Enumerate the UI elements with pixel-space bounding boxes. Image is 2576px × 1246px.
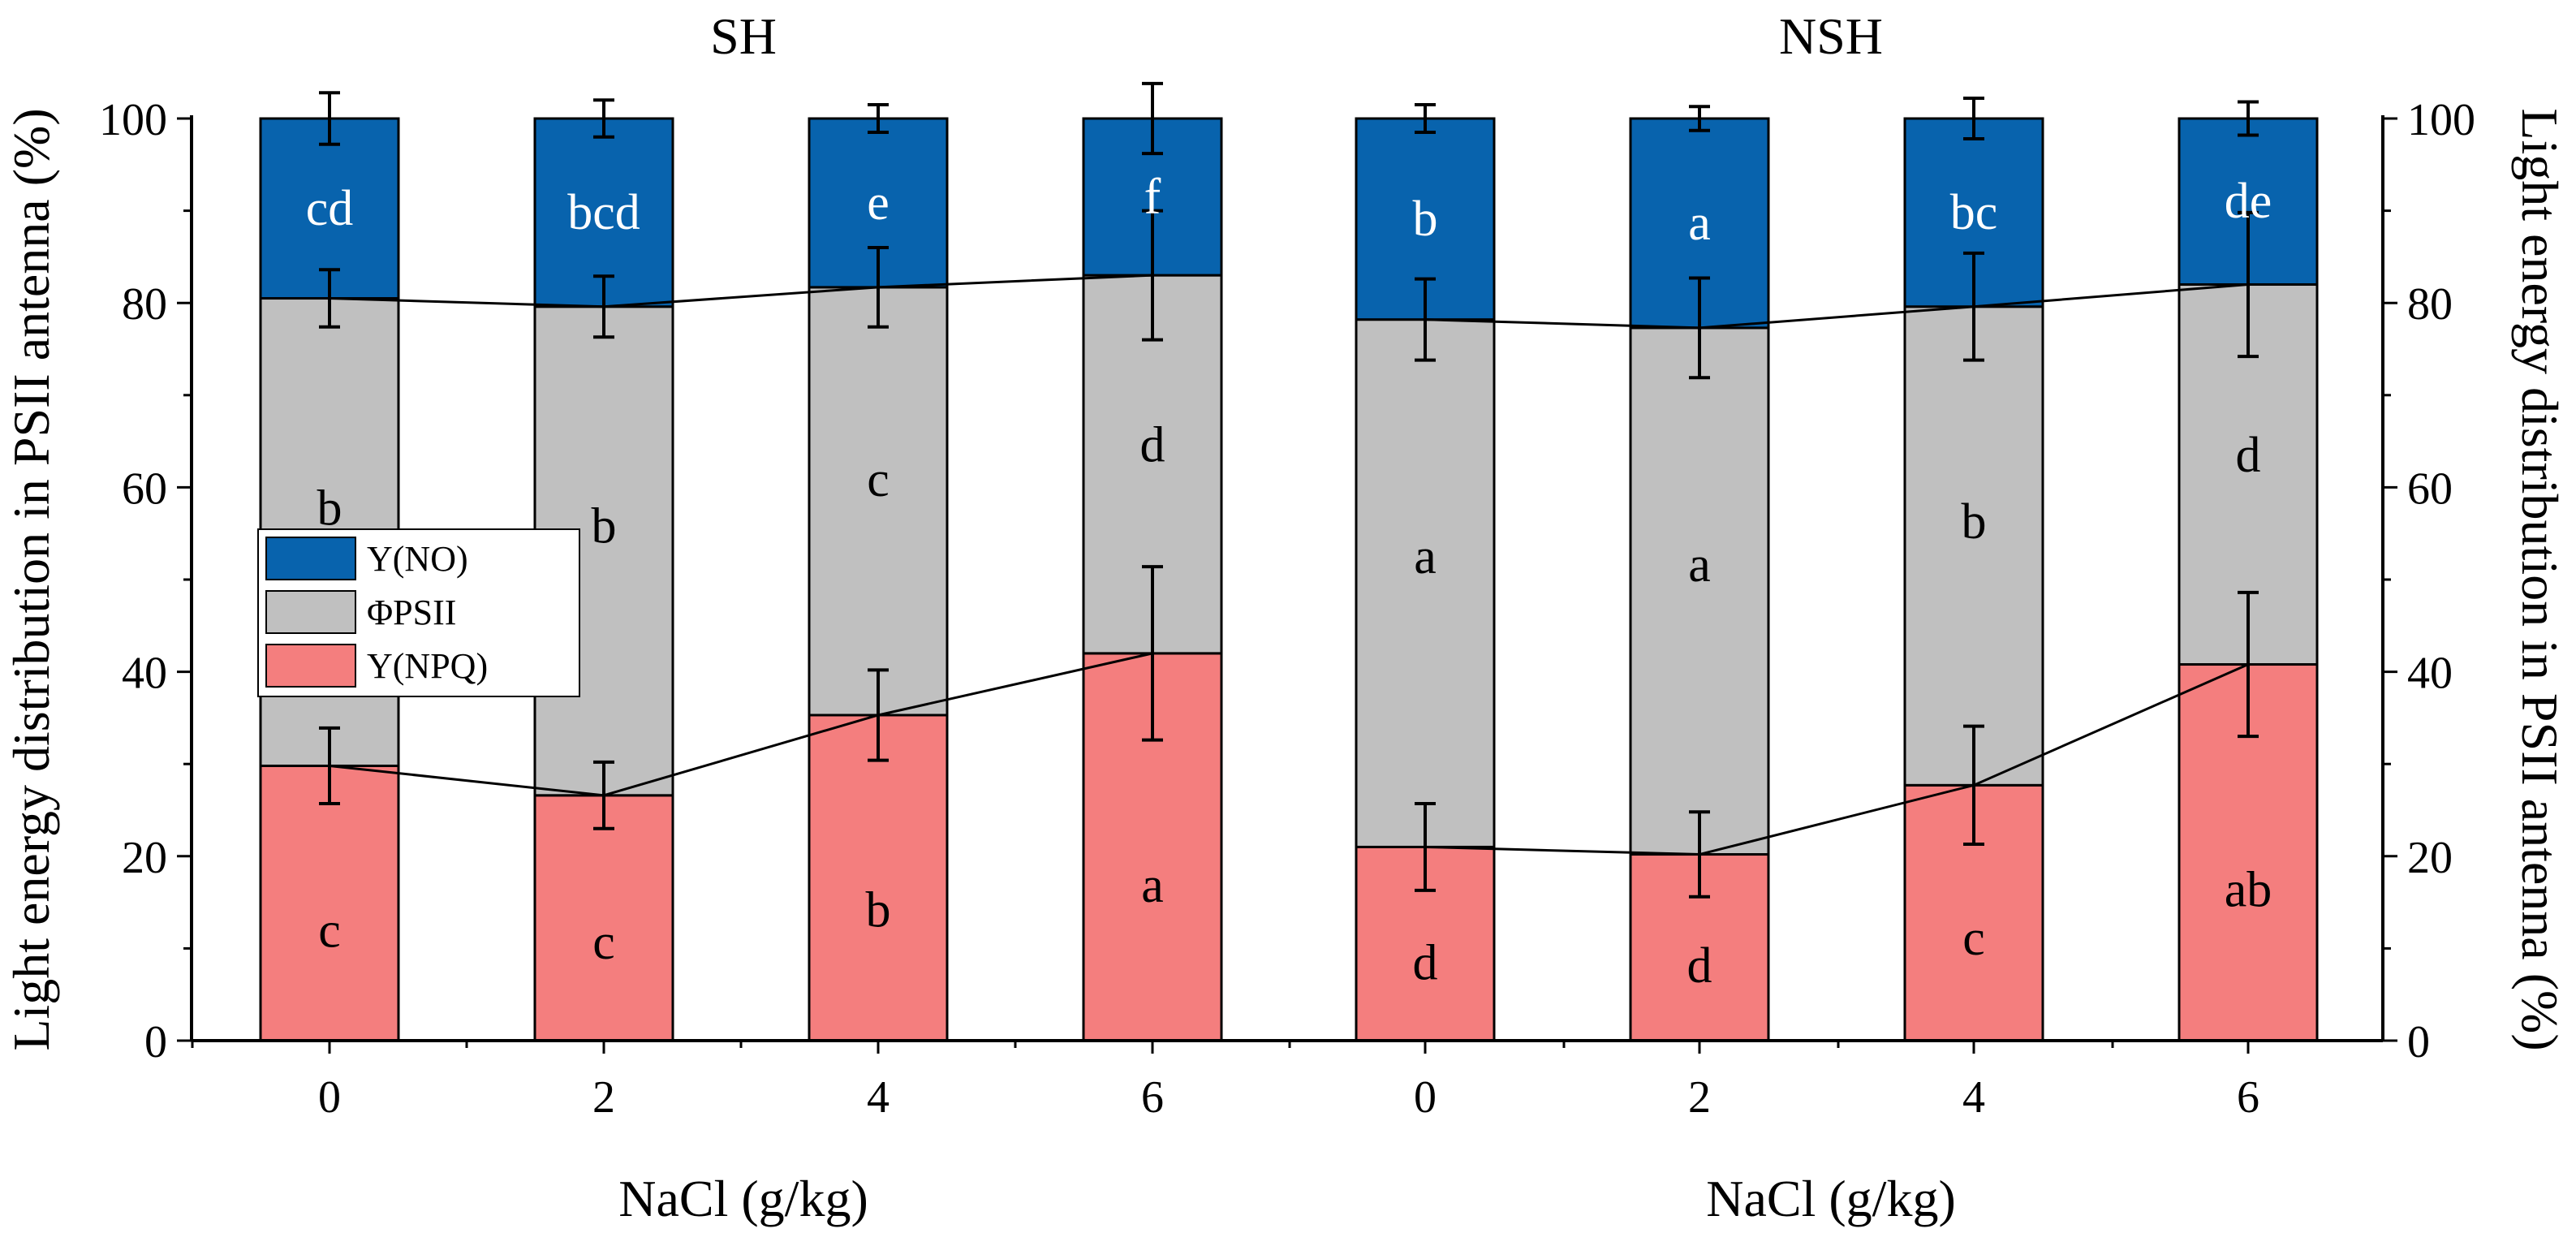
letter-y-npq-nsh-6: ab [2225, 863, 2272, 918]
connector-lines-layer [329, 274, 2249, 856]
left-y-tick-label-80: 80 [122, 279, 167, 330]
right-y-tick-label-100: 100 [2407, 95, 2475, 145]
letter-phi-psii-nsh-6: d [2236, 428, 2261, 483]
letter-y-no-sh-6: f [1144, 170, 1161, 225]
error-bar-phi-psii-nsh-4 [1963, 251, 1984, 362]
letter-y-npq-sh-2: c [592, 915, 615, 970]
error-bar-y-no-sh-0 [319, 91, 340, 146]
x-tick-label-sh-6: 6 [1141, 1072, 1164, 1123]
error-bar-y-npq-sh-4 [868, 668, 889, 762]
x-tick-label-nsh-6: 6 [2237, 1072, 2259, 1123]
error-bar-phi-psii-nsh-6 [2238, 210, 2259, 359]
x-axis-label-nsh: NaCl (g/kg) [1706, 1170, 1956, 1227]
error-bar-phi-psii-sh-2 [593, 274, 614, 339]
legend-label-y-npq: Y(NPQ) [367, 646, 488, 686]
letter-y-no-sh-2: bcd [567, 185, 640, 240]
error-bar-phi-psii-sh-4 [868, 246, 889, 329]
legend-swatch-y-no [265, 537, 356, 580]
letter-y-npq-nsh-4: c [1962, 911, 1985, 966]
letter-y-no-sh-4: e [867, 175, 890, 231]
error-bar-y-no-nsh-6 [2238, 100, 2259, 137]
left-y-tick-label-20: 20 [122, 833, 167, 883]
error-bars-layer [319, 81, 2259, 899]
bar-segment-phi-psii-nsh-2 [1629, 326, 1770, 856]
error-bar-y-npq-nsh-4 [1963, 724, 1984, 847]
error-bar-y-npq-nsh-6 [2238, 590, 2259, 739]
error-bar-phi-psii-sh-6 [1142, 209, 1163, 342]
right-y-tick-label-20: 20 [2407, 833, 2453, 883]
error-bar-y-no-sh-4 [868, 102, 889, 135]
right-y-axis-title: Light energy distribution in PSII antenn… [2511, 108, 2569, 1050]
letter-phi-psii-sh-6: d [1140, 418, 1165, 473]
left-y-tick-label-0: 0 [144, 1017, 167, 1067]
letter-y-npq-sh-4: b [866, 883, 891, 938]
letter-y-npq-sh-0: c [318, 903, 341, 959]
error-bar-y-no-sh-6 [1142, 81, 1163, 156]
x-tick-label-sh-0: 0 [318, 1072, 341, 1123]
error-bar-y-npq-sh-2 [593, 760, 614, 830]
error-bar-phi-psii-nsh-0 [1415, 277, 1436, 362]
x-tick-label-sh-4: 4 [867, 1072, 890, 1123]
letter-phi-psii-nsh-0: a [1414, 529, 1437, 584]
connector-line-phi-psii-nsh [1424, 282, 2249, 330]
bar-segment-phi-psii-nsh-4 [1903, 305, 2044, 787]
error-bar-y-npq-sh-0 [319, 726, 340, 806]
letter-y-no-nsh-6: de [2225, 174, 2272, 229]
bar-segment-y-npq-sh-2 [533, 794, 674, 1042]
bar-segment-y-npq-sh-0 [259, 764, 400, 1042]
error-bar-y-npq-nsh-0 [1415, 802, 1436, 892]
error-bar-phi-psii-sh-0 [319, 268, 340, 329]
error-bar-y-npq-nsh-2 [1689, 810, 1710, 899]
right-y-tick-label-80: 80 [2407, 279, 2453, 330]
letter-phi-psii-nsh-4: b [1962, 494, 1987, 550]
connector-line-y-npq-nsh [1424, 663, 2249, 856]
error-bar-y-no-nsh-2 [1689, 105, 1710, 132]
left-y-tick-label-40: 40 [122, 649, 167, 699]
legend-swatch-phi-psii [265, 590, 356, 634]
group-title-sh: SH [710, 7, 777, 65]
letter-y-npq-nsh-2: d [1687, 938, 1712, 994]
legend-label-y-no: Y(NO) [367, 539, 468, 579]
right-y-tick-label-40: 40 [2407, 649, 2453, 699]
x-tick-label-nsh-4: 4 [1962, 1072, 1985, 1123]
error-bar-y-no-nsh-0 [1415, 102, 1436, 135]
x-tick-label-nsh-0: 0 [1414, 1072, 1437, 1123]
letter-phi-psii-sh-4: c [867, 452, 890, 507]
connector-line-phi-psii-sh [329, 274, 1153, 308]
letter-phi-psii-sh-0: b [317, 481, 342, 537]
right-y-tick-label-60: 60 [2407, 463, 2453, 514]
letter-phi-psii-nsh-2: a [1688, 537, 1711, 593]
legend-swatch-y-npq [265, 644, 356, 688]
error-bar-y-npq-sh-6 [1142, 565, 1163, 742]
legend-label-phi-psii: ΦPSII [367, 593, 456, 632]
letter-y-npq-sh-6: a [1141, 858, 1164, 913]
letter-y-no-sh-0: cd [306, 181, 354, 236]
connector-line-y-npq-sh [329, 652, 1153, 797]
error-bar-y-no-sh-2 [593, 98, 614, 139]
letter-y-npq-nsh-0: d [1413, 936, 1438, 991]
letter-phi-psii-sh-2: b [592, 499, 617, 554]
bar-segment-y-npq-sh-4 [808, 714, 949, 1042]
error-bar-y-no-nsh-4 [1963, 97, 1984, 140]
letter-y-no-nsh-4: bc [1950, 185, 1998, 240]
left-y-tick-label-100: 100 [99, 95, 167, 145]
error-bar-phi-psii-nsh-2 [1689, 276, 1710, 380]
letter-y-no-nsh-0: b [1413, 192, 1438, 247]
group-title-nsh: NSH [1779, 7, 1883, 65]
left-y-axis-title: Light energy distribution in PSII antenn… [2, 108, 60, 1050]
legend: Y(NO) ΦPSII Y(NPQ) [257, 528, 580, 697]
x-tick-label-sh-2: 2 [592, 1072, 615, 1123]
left-y-tick-label-60: 60 [122, 463, 167, 514]
x-axis-label-sh: NaCl (g/kg) [618, 1170, 868, 1227]
x-tick-label-nsh-2: 2 [1688, 1072, 1711, 1123]
bar-segment-phi-psii-sh-4 [808, 286, 949, 717]
letter-y-no-nsh-2: a [1688, 196, 1711, 251]
right-y-tick-label-0: 0 [2407, 1017, 2430, 1067]
